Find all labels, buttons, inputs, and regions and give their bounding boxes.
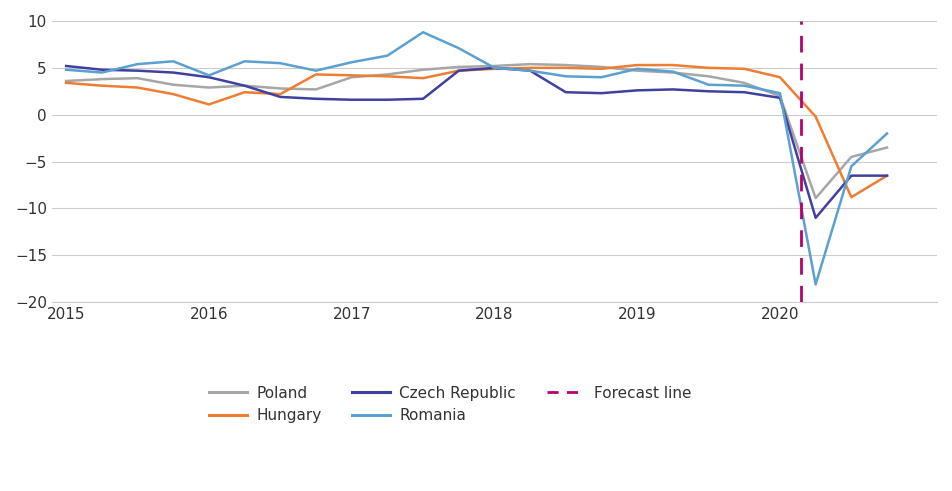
Legend: Poland, Hungary, Czech Republic, Romania, Forecast line, : Poland, Hungary, Czech Republic, Romania… [203, 380, 698, 430]
